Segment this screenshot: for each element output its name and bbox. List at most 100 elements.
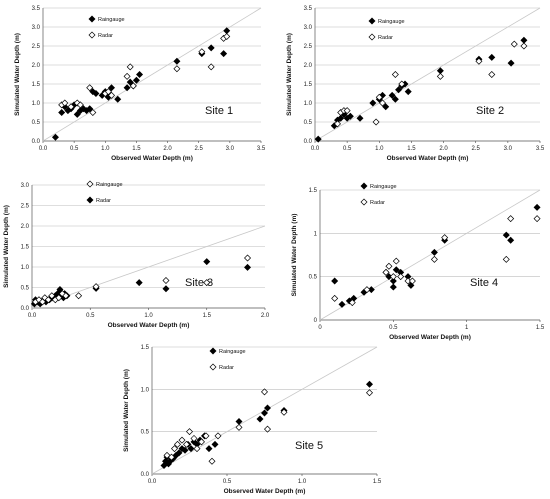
x-tick-label: 1.0: [298, 479, 307, 485]
data-point: [76, 101, 84, 109]
x-tick-label: 2.0: [439, 146, 448, 152]
data-point: [235, 423, 243, 431]
data-point: [430, 255, 438, 263]
data-point: [385, 262, 393, 270]
y-tick-label: 2.5: [21, 204, 30, 210]
legend-marker: [209, 363, 217, 371]
data-point: [256, 415, 264, 423]
y-tick-label: 1.0: [21, 265, 30, 271]
x-axis-label: Observed Water Depth (m): [224, 488, 306, 495]
data-point: [92, 283, 100, 291]
data-point: [375, 93, 383, 101]
data-point: [203, 258, 211, 266]
y-tick-label: 0.0: [141, 472, 150, 478]
data-point: [244, 263, 252, 271]
data-point: [136, 71, 144, 78]
data-point: [223, 33, 231, 40]
data-point: [108, 84, 116, 92]
data-point: [58, 109, 66, 116]
x-tick-label: 1.0: [101, 146, 110, 152]
y-tick-label: 0.5: [309, 275, 318, 281]
y-tick-label: 2.5: [32, 44, 41, 50]
legend: Raingauge Radar: [209, 347, 246, 371]
data-point: [181, 446, 189, 454]
y-tick-label: 1.5: [304, 82, 313, 88]
y-tick-label: 2.0: [304, 63, 313, 69]
site-label: Site 1: [205, 105, 233, 117]
y-axis-label: Simulated Water Depth (m): [286, 33, 293, 116]
legend-marker: [88, 15, 96, 23]
data-point: [331, 277, 339, 285]
data-point: [129, 82, 137, 90]
data-point: [348, 299, 356, 307]
data-point: [507, 215, 515, 223]
x-tick-label: 2.0: [163, 146, 172, 152]
data-point: [398, 80, 406, 88]
data-point: [198, 48, 206, 56]
series-radar: [163, 388, 373, 465]
data-point: [89, 109, 97, 116]
y-tick-label: 0.5: [32, 120, 41, 126]
data-point: [75, 292, 83, 300]
data-point: [397, 273, 405, 281]
data-point: [520, 36, 528, 44]
data-point: [198, 438, 205, 446]
x-tick-label: 0.5: [86, 313, 95, 319]
data-point: [126, 78, 134, 86]
x-tick-label: 2.5: [472, 146, 481, 152]
data-point: [331, 294, 339, 302]
data-point: [510, 40, 518, 48]
x-tick-label: 1.0: [144, 313, 153, 319]
data-point: [178, 436, 186, 444]
series-radar: [58, 33, 231, 116]
data-point: [208, 457, 216, 465]
data-point: [334, 120, 341, 128]
data-point: [395, 86, 403, 94]
data-point: [211, 440, 219, 448]
data-point: [261, 409, 268, 417]
data-point: [264, 425, 271, 433]
y-tick-label: 1: [314, 231, 318, 237]
chart-site-3: 0.0 0.5 1.0 1.5 2.0 2.5 3.0 0.0 0.5 1.0 1.5 2.0 Obse…: [3, 180, 270, 329]
data-point: [114, 95, 122, 103]
data-point: [173, 65, 181, 73]
legend-label: Radar: [370, 200, 385, 206]
data-point: [51, 133, 59, 141]
x-tick-label: 0.0: [39, 146, 48, 152]
legend: Raingauge Radar: [360, 182, 397, 206]
site-label: Site 3: [185, 277, 213, 289]
legend-label: Raingauge: [378, 19, 405, 25]
data-point: [392, 257, 400, 265]
legend-marker: [368, 33, 376, 41]
legend-marker: [86, 196, 94, 204]
data-point: [382, 268, 390, 276]
data-point: [187, 445, 195, 453]
data-point: [174, 440, 181, 448]
series-raingauge: [160, 380, 373, 470]
data-point: [162, 277, 170, 285]
data-point: [533, 215, 541, 223]
legend: Raingauge Radar: [368, 17, 405, 41]
legend-label: Radar: [219, 365, 234, 371]
data-point: [369, 99, 377, 107]
data-point: [372, 118, 380, 126]
data-point: [173, 57, 181, 65]
data-point: [202, 432, 210, 440]
x-tick-label: 1.5: [203, 313, 212, 319]
legend-marker: [88, 31, 96, 39]
data-point: [104, 88, 112, 96]
legend-marker: [360, 182, 368, 190]
data-point: [533, 203, 541, 211]
y-tick-label: 2.5: [304, 44, 313, 50]
legend-label: Raingauge: [370, 184, 397, 190]
x-tick-label: 0.5: [223, 479, 232, 485]
x-tick-label: 0.5: [343, 146, 352, 152]
legend-label: Radar: [96, 198, 111, 204]
data-point: [337, 114, 345, 122]
x-tick-label: 0.5: [389, 325, 398, 331]
legend-label: Raingauge: [96, 182, 123, 188]
data-point: [73, 110, 81, 118]
series-raingauge: [331, 203, 541, 308]
chart-site-1: 0.0 0.5 1.0 1.5 2.0 2.5 3.0 3.5 0.0 0.5 1.0 1.5 2.0 2…: [14, 6, 266, 162]
x-tick-label: 3.0: [504, 146, 513, 152]
